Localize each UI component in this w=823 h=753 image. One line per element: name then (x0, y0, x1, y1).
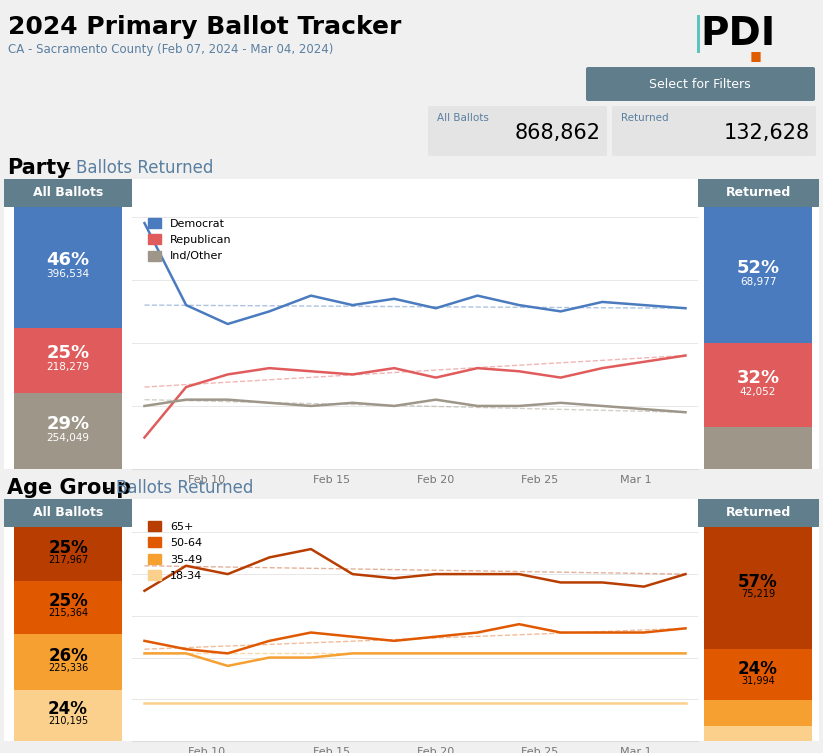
Text: -: - (60, 159, 77, 177)
FancyBboxPatch shape (694, 179, 822, 207)
Text: 24%: 24% (738, 660, 778, 678)
Text: 57%: 57% (738, 573, 778, 591)
FancyBboxPatch shape (694, 499, 822, 527)
Text: 46%: 46% (46, 252, 90, 270)
Legend: 65+, 50-64, 35-49, 18-34: 65+, 50-64, 35-49, 18-34 (143, 517, 207, 585)
Bar (14, 527, 122, 581)
Bar (704, 726, 812, 741)
Bar (697, 15, 700, 53)
Text: Returned: Returned (725, 187, 791, 200)
Text: All Ballots: All Ballots (33, 507, 103, 520)
Text: 254,049: 254,049 (47, 433, 90, 443)
Text: 2024 Primary Ballot Tracker: 2024 Primary Ballot Tracker (8, 15, 402, 39)
FancyBboxPatch shape (428, 106, 607, 156)
Bar (704, 343, 812, 427)
Bar (14, 690, 122, 741)
Bar (704, 649, 812, 700)
Text: Party: Party (7, 158, 70, 178)
FancyBboxPatch shape (612, 106, 816, 156)
Text: 868,862: 868,862 (515, 123, 601, 143)
Bar (704, 527, 812, 649)
Text: 217,967: 217,967 (48, 555, 88, 565)
FancyBboxPatch shape (4, 499, 132, 527)
Text: Select for Filters: Select for Filters (649, 78, 751, 90)
FancyBboxPatch shape (4, 179, 132, 207)
Bar (14, 328, 122, 393)
Text: Ballots Returned: Ballots Returned (76, 159, 213, 177)
Text: 25%: 25% (48, 538, 88, 556)
Text: 210,195: 210,195 (48, 716, 88, 727)
Text: 132,628: 132,628 (724, 123, 810, 143)
FancyBboxPatch shape (3, 178, 820, 470)
Text: Age Group: Age Group (7, 478, 131, 498)
Text: CA - Sacramento County (Feb 07, 2024 - Mar 04, 2024): CA - Sacramento County (Feb 07, 2024 - M… (8, 43, 333, 56)
Bar (704, 207, 812, 343)
Text: 396,534: 396,534 (46, 270, 90, 279)
Text: 225,336: 225,336 (48, 663, 88, 673)
Text: Ballots Returned: Ballots Returned (116, 479, 253, 497)
Text: 68,977: 68,977 (740, 277, 776, 287)
Bar (14, 207, 122, 328)
Text: 32%: 32% (737, 369, 779, 387)
Text: 25%: 25% (48, 593, 88, 610)
Text: Returned: Returned (621, 113, 668, 123)
Text: 75,219: 75,219 (741, 589, 775, 599)
Bar (14, 634, 122, 690)
Text: 29%: 29% (46, 415, 90, 433)
Text: 26%: 26% (48, 647, 88, 665)
Bar (14, 581, 122, 634)
Bar (14, 393, 122, 469)
Legend: Democrat, Republican, Ind/Other: Democrat, Republican, Ind/Other (143, 214, 236, 266)
Bar (704, 427, 812, 469)
Text: -: - (100, 479, 116, 497)
Text: Returned: Returned (725, 507, 791, 520)
Bar (704, 700, 812, 726)
Text: 42,052: 42,052 (740, 387, 776, 397)
FancyBboxPatch shape (586, 67, 815, 101)
Text: All Ballots: All Ballots (33, 187, 103, 200)
Text: All Ballots: All Ballots (437, 113, 489, 123)
Text: 24%: 24% (48, 700, 88, 718)
Text: 52%: 52% (737, 259, 779, 277)
Text: 25%: 25% (46, 344, 90, 362)
Text: 31,994: 31,994 (742, 675, 775, 686)
Text: PDI: PDI (700, 15, 775, 53)
Text: 218,279: 218,279 (46, 362, 90, 372)
Text: 215,364: 215,364 (48, 608, 88, 618)
Text: .: . (746, 21, 766, 73)
FancyBboxPatch shape (3, 498, 820, 742)
